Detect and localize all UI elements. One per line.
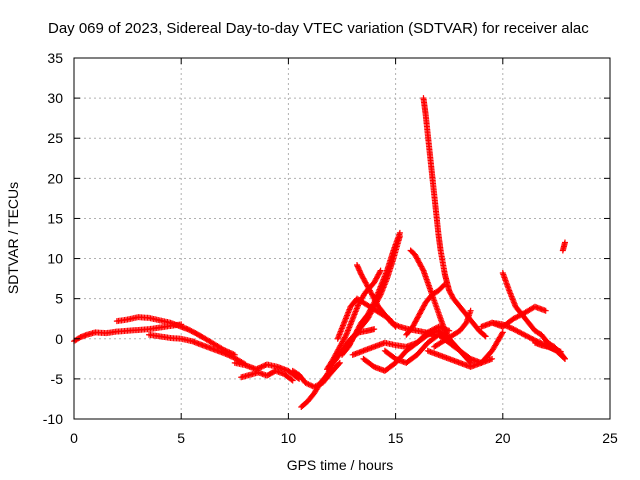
y-tick-label: 20 bbox=[47, 170, 63, 186]
data-point bbox=[354, 263, 361, 270]
data-point bbox=[481, 332, 488, 339]
data-point bbox=[509, 325, 516, 332]
x-tick-label: 20 bbox=[495, 430, 511, 446]
data-point bbox=[530, 336, 537, 343]
data-point bbox=[289, 377, 296, 384]
data-point bbox=[355, 264, 362, 271]
y-tick-label: 15 bbox=[47, 210, 63, 226]
data-point bbox=[356, 267, 363, 274]
data-point bbox=[355, 266, 362, 273]
data-point bbox=[542, 307, 549, 314]
data-point bbox=[354, 261, 361, 268]
data-point bbox=[506, 324, 513, 331]
data-point bbox=[557, 348, 564, 355]
data-point bbox=[254, 365, 261, 372]
x-tick-label: 5 bbox=[177, 430, 185, 446]
axis-ticks: 0 5 10 15 20 25 -10 -5 0 5 10 15 20 25 30 35 bbox=[43, 50, 618, 446]
plot-frame bbox=[73, 57, 611, 420]
y-axis-label: SDTVAR / TECUs bbox=[5, 182, 21, 294]
data-point bbox=[222, 350, 229, 357]
data-point bbox=[561, 355, 568, 362]
data-point bbox=[253, 366, 260, 373]
x-tick-label: 10 bbox=[281, 430, 297, 446]
x-tick-label: 25 bbox=[602, 430, 618, 446]
y-tick-label: -5 bbox=[51, 371, 64, 387]
x-tick-label: 15 bbox=[388, 430, 404, 446]
data-point bbox=[507, 324, 514, 331]
data-point bbox=[335, 360, 342, 367]
data-point bbox=[561, 239, 568, 246]
data-point bbox=[336, 359, 343, 366]
y-tick-label: 30 bbox=[47, 90, 63, 106]
data-point bbox=[259, 363, 266, 370]
grid bbox=[74, 58, 610, 419]
data-point bbox=[371, 326, 378, 333]
data-point bbox=[357, 268, 364, 275]
data-point bbox=[223, 351, 230, 358]
y-tick-label: 10 bbox=[47, 251, 63, 267]
data-points bbox=[71, 95, 568, 410]
data-point bbox=[396, 229, 403, 236]
data-point bbox=[376, 268, 383, 275]
data-point bbox=[226, 352, 233, 359]
y-tick-label: 5 bbox=[55, 291, 63, 307]
data-point bbox=[261, 362, 268, 369]
data-point bbox=[288, 376, 295, 383]
chart-title: Day 069 of 2023, Sidereal Day-to-day VTE… bbox=[48, 20, 589, 37]
data-point bbox=[499, 329, 506, 336]
y-tick-label: 0 bbox=[55, 331, 63, 347]
data-point bbox=[482, 333, 489, 340]
data-point bbox=[467, 307, 474, 314]
data-point bbox=[357, 270, 364, 277]
y-tick-label: -10 bbox=[43, 411, 63, 427]
data-point bbox=[258, 363, 265, 370]
data-point bbox=[377, 267, 384, 274]
data-point bbox=[561, 354, 568, 361]
data-point bbox=[257, 364, 264, 371]
data-point bbox=[225, 352, 232, 359]
x-axis-label: GPS time / hours bbox=[287, 457, 394, 473]
data-point bbox=[499, 330, 506, 337]
y-tick-label: 35 bbox=[47, 50, 63, 66]
data-point bbox=[489, 355, 496, 362]
x-tick-label: 0 bbox=[70, 430, 78, 446]
data-point bbox=[229, 353, 236, 360]
data-point bbox=[419, 266, 426, 273]
data-point bbox=[342, 333, 349, 340]
y-tick-label: 25 bbox=[47, 130, 63, 146]
data-point bbox=[227, 353, 234, 360]
data-point bbox=[221, 350, 228, 357]
